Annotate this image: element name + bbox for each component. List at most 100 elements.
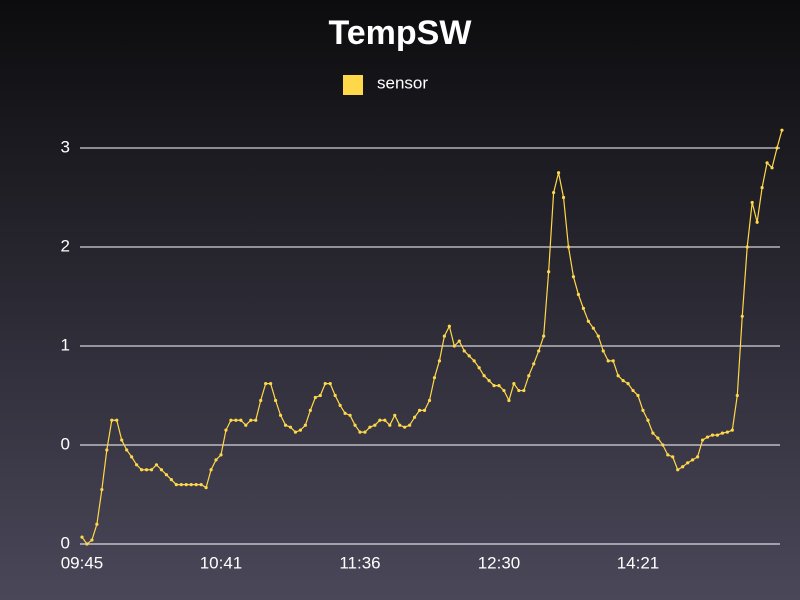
data-point bbox=[120, 438, 124, 442]
data-point bbox=[656, 436, 660, 440]
data-point bbox=[765, 161, 769, 165]
data-point bbox=[363, 430, 367, 434]
data-point bbox=[219, 453, 223, 457]
data-point bbox=[740, 314, 744, 318]
data-point bbox=[135, 463, 139, 467]
data-point bbox=[373, 423, 377, 427]
y-tick-label: 0 bbox=[61, 533, 70, 552]
data-point bbox=[775, 146, 779, 150]
data-point bbox=[591, 326, 595, 330]
data-point bbox=[348, 413, 352, 417]
data-point bbox=[522, 388, 526, 393]
data-point bbox=[517, 388, 521, 393]
data-point bbox=[467, 354, 471, 358]
data-point bbox=[417, 408, 422, 412]
data-point bbox=[502, 388, 506, 393]
data-point bbox=[318, 393, 322, 398]
data-point bbox=[477, 366, 481, 370]
data-point bbox=[616, 374, 620, 378]
data-point bbox=[561, 195, 566, 200]
data-point bbox=[224, 428, 228, 432]
y-tick-label: 1 bbox=[61, 335, 70, 354]
data-point bbox=[710, 433, 715, 437]
data-point bbox=[293, 430, 298, 434]
data-point bbox=[239, 418, 243, 422]
chart-title: TempSW bbox=[329, 14, 473, 52]
data-point bbox=[110, 418, 114, 422]
data-point bbox=[378, 418, 382, 422]
data-point bbox=[125, 448, 129, 452]
data-point bbox=[760, 186, 764, 190]
data-point bbox=[532, 362, 536, 366]
data-point bbox=[95, 522, 99, 526]
data-point bbox=[358, 430, 362, 434]
data-point bbox=[621, 379, 625, 383]
data-point bbox=[413, 415, 417, 419]
data-point bbox=[184, 483, 188, 487]
data-point bbox=[576, 292, 581, 297]
data-point bbox=[234, 418, 238, 422]
y-tick-label: 2 bbox=[61, 236, 70, 255]
data-point bbox=[422, 408, 427, 412]
data-point bbox=[398, 423, 402, 427]
data-point bbox=[442, 334, 446, 338]
data-point bbox=[730, 428, 734, 432]
data-point bbox=[383, 418, 387, 422]
data-point bbox=[328, 382, 332, 386]
data-point bbox=[770, 166, 774, 170]
data-point bbox=[745, 245, 749, 249]
data-point bbox=[552, 190, 556, 195]
data-point bbox=[408, 423, 412, 427]
data-point bbox=[601, 349, 605, 353]
data-point bbox=[556, 171, 561, 175]
data-point bbox=[432, 376, 437, 380]
data-point bbox=[596, 334, 600, 338]
data-point bbox=[686, 461, 690, 465]
series-line bbox=[81, 130, 783, 545]
data-point bbox=[229, 418, 233, 422]
data-point bbox=[507, 398, 511, 403]
data-point bbox=[452, 344, 456, 348]
data-point bbox=[199, 483, 203, 487]
data-point bbox=[144, 468, 149, 472]
data-point bbox=[651, 431, 655, 435]
x-tick-label: 12:30 bbox=[478, 553, 521, 572]
data-point bbox=[755, 220, 759, 224]
data-point bbox=[720, 431, 724, 435]
data-point bbox=[303, 423, 307, 427]
data-point bbox=[154, 463, 159, 467]
data-point bbox=[447, 324, 451, 328]
data-point bbox=[313, 395, 317, 400]
data-point bbox=[676, 468, 680, 472]
data-point bbox=[353, 423, 357, 427]
data-point bbox=[174, 483, 178, 487]
data-point bbox=[487, 379, 491, 383]
data-point bbox=[482, 374, 486, 378]
x-tick-label: 11:36 bbox=[339, 553, 380, 572]
data-point bbox=[323, 382, 327, 386]
x-tick-label: 14:21 bbox=[617, 553, 660, 572]
data-point bbox=[705, 435, 710, 439]
data-point bbox=[189, 483, 193, 487]
data-point bbox=[269, 382, 273, 386]
legend-label: sensor bbox=[377, 73, 428, 92]
data-point bbox=[159, 468, 164, 472]
data-point bbox=[403, 425, 407, 429]
data-point bbox=[90, 538, 94, 542]
data-point bbox=[388, 423, 392, 427]
data-point bbox=[85, 542, 89, 546]
data-point bbox=[542, 334, 546, 338]
data-point bbox=[115, 418, 119, 422]
data-point bbox=[606, 359, 610, 363]
data-point bbox=[626, 382, 630, 386]
y-tick-label: 0 bbox=[61, 434, 70, 453]
data-point bbox=[780, 128, 784, 132]
legend-swatch bbox=[343, 75, 363, 95]
data-point bbox=[681, 465, 685, 469]
data-point bbox=[278, 413, 283, 417]
data-point bbox=[497, 384, 501, 388]
data-point bbox=[492, 384, 496, 388]
data-point bbox=[636, 393, 640, 398]
